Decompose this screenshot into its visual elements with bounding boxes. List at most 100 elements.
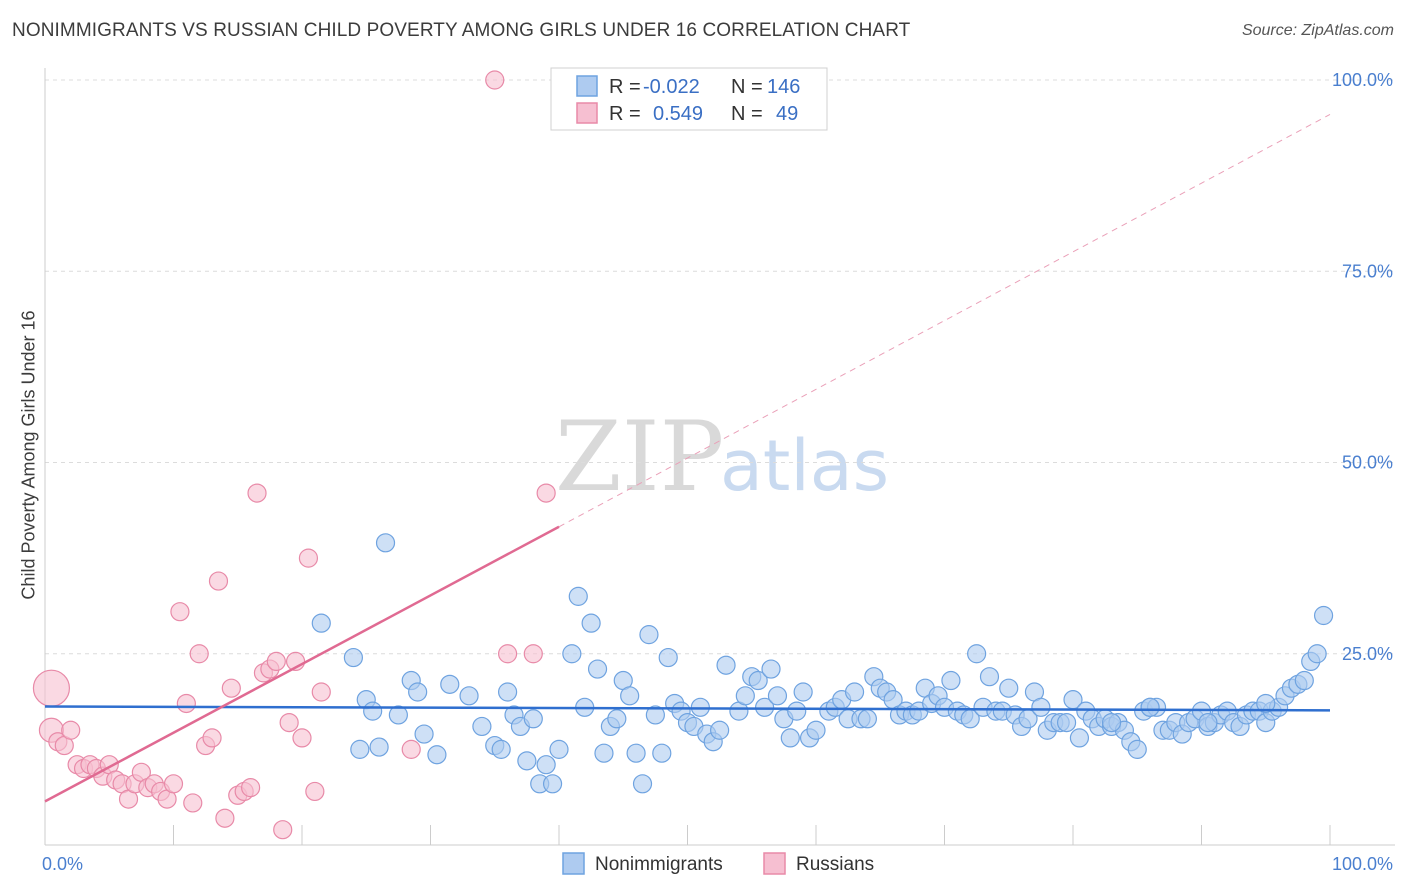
trend-line-russians xyxy=(44,525,560,803)
nonimmigrants-point-21 xyxy=(523,709,543,729)
russians-point-37 xyxy=(273,820,293,840)
russians-point-48 xyxy=(536,483,556,503)
legend-r-label-0: R = xyxy=(609,76,641,98)
russians-point-32 xyxy=(241,778,261,798)
chart-source: Source: ZipAtlas.com xyxy=(1241,22,1394,39)
russians-point-42 xyxy=(305,781,325,802)
russians-point-28 xyxy=(215,808,235,828)
russians-point-27 xyxy=(208,571,229,591)
nonimmigrants-point-35 xyxy=(620,686,640,706)
russians-point-4 xyxy=(61,720,81,740)
russians-point-33 xyxy=(247,483,267,503)
nonimmigrants-point-30 xyxy=(587,659,608,679)
nonimmigrants-point-41 xyxy=(658,647,678,668)
nonimmigrants-point-57 xyxy=(767,686,788,706)
nonimmigrants-point-14 xyxy=(472,716,492,737)
russians-point-20 xyxy=(163,774,184,794)
nonimmigrants-point-50 xyxy=(716,655,736,675)
nonimmigrants-point-10 xyxy=(414,724,434,744)
russians-point-40 xyxy=(292,728,312,748)
legend-n-label-1: N = xyxy=(731,103,763,125)
trend-lines xyxy=(44,113,1331,803)
nonimmigrants-point-49 xyxy=(710,720,730,740)
nonimmigrants-point-145 xyxy=(1256,693,1276,714)
nonimmigrants-point-29 xyxy=(581,613,601,633)
russians-point-43 xyxy=(311,682,331,702)
x-tick-label-1: 100.0% xyxy=(1332,854,1393,874)
nonimmigrants-point-26 xyxy=(562,644,582,664)
nonimmigrants-point-25 xyxy=(549,739,569,759)
nonimmigrants-point-31 xyxy=(594,743,614,763)
x-tick-label-0: 0.0% xyxy=(42,854,83,874)
y-tick-label-1: 50.0% xyxy=(1342,453,1393,473)
series-nonimmigrants xyxy=(311,533,1334,794)
axes xyxy=(44,68,1395,846)
nonimmigrants-point-140 xyxy=(1307,644,1327,664)
legend-swatch-russians xyxy=(576,102,598,124)
nonimmigrants-point-112 xyxy=(1127,739,1147,759)
nonimmigrants-point-20 xyxy=(517,751,537,771)
russians-point-47 xyxy=(523,644,543,664)
legend-r-label-1: R = xyxy=(609,103,641,125)
trend-line-nonimmigrants xyxy=(44,705,1331,712)
watermark-zip: ZIP xyxy=(555,401,724,513)
russians-point-44 xyxy=(401,739,421,759)
russians-point-23 xyxy=(183,793,203,813)
nonimmigrants-point-83 xyxy=(941,670,961,691)
russians-point-0 xyxy=(32,669,71,707)
russians-point-45 xyxy=(485,70,505,90)
russians-point-29 xyxy=(221,678,241,698)
chart-title: NONIMMIGRANTS VS RUSSIAN CHILD POVERTY A… xyxy=(12,20,911,41)
nonimmigrants-point-70 xyxy=(857,709,878,729)
legend-n-label-0: N = xyxy=(731,76,763,98)
russians-point-22 xyxy=(176,693,196,714)
nonimmigrants-point-103 xyxy=(1069,728,1090,748)
nonimmigrants-point-24 xyxy=(542,774,563,794)
nonimmigrants-point-2 xyxy=(343,647,363,668)
nonimmigrants-point-63 xyxy=(806,720,826,740)
nonimmigrants-point-141 xyxy=(1313,605,1334,626)
y-tick-labels: 25.0% 50.0% 75.0% 100.0% xyxy=(1332,70,1393,664)
trend-line-russians-extension xyxy=(558,113,1331,528)
nonimmigrants-point-13 xyxy=(459,686,479,706)
legend-n-value-0: 146 xyxy=(767,76,800,98)
nonimmigrants-point-38 xyxy=(639,625,659,645)
legend-r-value-1: 0.549 xyxy=(653,103,703,125)
nonimmigrants-point-54 xyxy=(748,670,768,691)
bottom-legend: Nonimmigrants Russians xyxy=(562,852,874,875)
russians-point-38 xyxy=(279,712,299,733)
nonimmigrants-point-6 xyxy=(369,737,389,757)
nonimmigrants-point-68 xyxy=(844,682,865,702)
russians-point-36 xyxy=(266,651,286,672)
series-russians xyxy=(32,70,556,840)
nonimmigrants-point-92 xyxy=(999,678,1019,698)
russians-point-41 xyxy=(298,548,319,568)
nonimmigrants-point-59 xyxy=(780,728,800,748)
legend-n-value-1: 49 xyxy=(776,103,798,125)
nonimmigrants-point-39 xyxy=(645,705,665,725)
nonimmigrants-point-40 xyxy=(652,743,672,763)
legend-swatch-nonimmigrants xyxy=(576,75,598,97)
nonimmigrants-point-101 xyxy=(1056,712,1077,733)
nonimmigrants-point-55 xyxy=(754,697,775,717)
nonimmigrants-point-37 xyxy=(632,774,653,794)
y-tick-label-3: 100.0% xyxy=(1332,70,1393,90)
legend-r-value-0: -0.022 xyxy=(643,76,700,98)
nonimmigrants-point-9 xyxy=(408,682,428,702)
nonimmigrants-point-33 xyxy=(607,709,627,729)
nonimmigrants-point-52 xyxy=(735,686,755,706)
nonimmigrants-point-56 xyxy=(761,659,781,679)
gridlines xyxy=(45,79,1395,655)
bottom-legend-swatch-russians xyxy=(763,852,786,875)
nonimmigrants-point-138 xyxy=(1294,670,1314,691)
nonimmigrants-point-7 xyxy=(388,705,408,725)
nonimmigrants-point-143 xyxy=(1140,697,1160,717)
nonimmigrants-point-61 xyxy=(793,682,813,702)
russians-point-26 xyxy=(202,728,222,748)
nonimmigrants-point-0 xyxy=(311,613,331,633)
nonimmigrants-point-144 xyxy=(1198,712,1218,733)
x-tick-labels: 0.0% 100.0% xyxy=(42,854,1393,874)
nonimmigrants-point-17 xyxy=(498,682,518,702)
bottom-legend-label-nonimmigrants: Nonimmigrants xyxy=(595,854,723,875)
bottom-legend-swatch-nonimmigrants xyxy=(562,852,585,875)
